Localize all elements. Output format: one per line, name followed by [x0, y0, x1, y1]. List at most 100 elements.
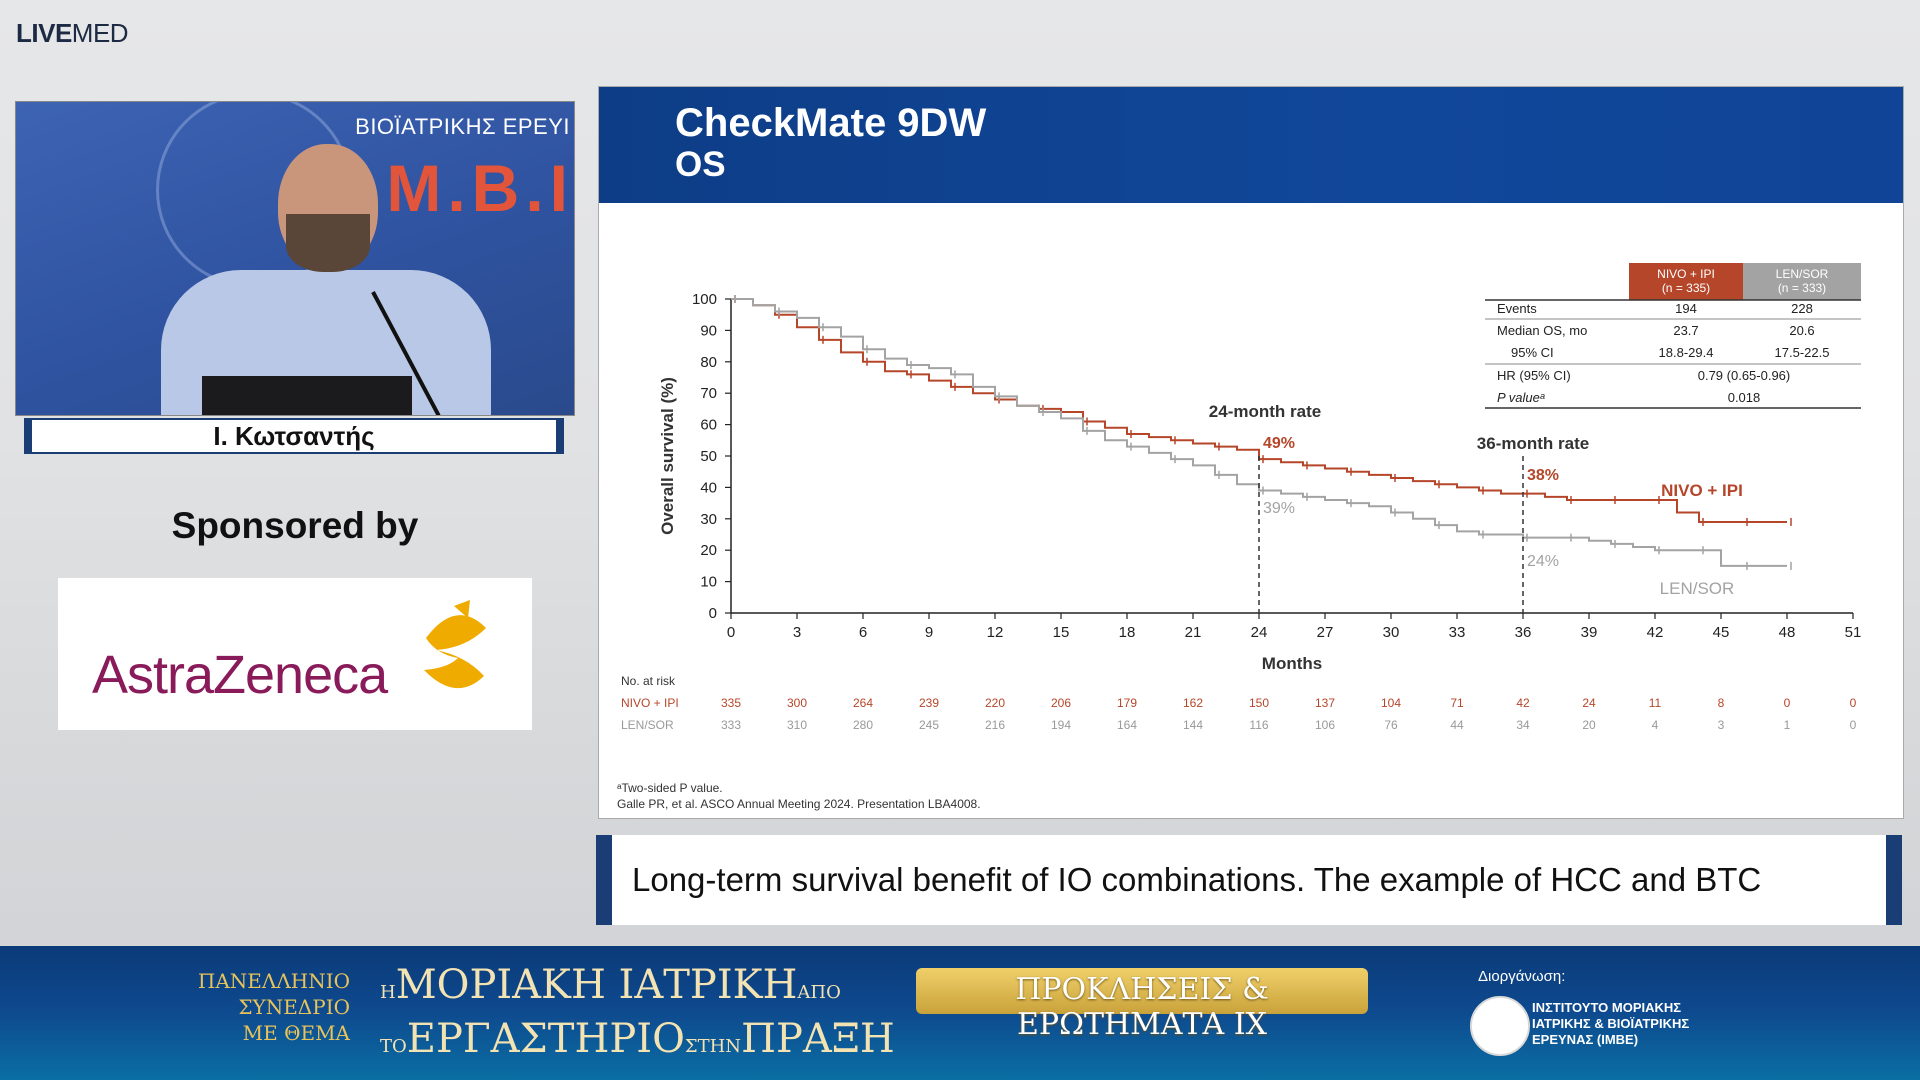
- rate-label: 24-month rate: [1209, 402, 1321, 421]
- y-tick-label: 60: [700, 417, 717, 434]
- footer-badge: ΠΡΟΚΛΗΣΕΙΣ & ΕΡΩΤΗΜΑΤΑ IX: [916, 968, 1368, 1042]
- rate-label: 36-month rate: [1477, 434, 1589, 453]
- footnote-citation: Galle PR, et al. ASCO Annual Meeting 202…: [617, 797, 981, 811]
- risk-value: 8: [1718, 696, 1725, 710]
- row-ci-label: 95% CI: [1511, 345, 1554, 360]
- risk-value: 216: [985, 718, 1005, 732]
- risk-value: 76: [1384, 718, 1398, 732]
- risk-value: 137: [1315, 696, 1335, 710]
- slide-subtitle: OS: [675, 145, 726, 184]
- sponsor-name: AstraZeneca: [92, 645, 388, 705]
- astrazeneca-mark-icon: [424, 600, 486, 689]
- livemed-logo: LIVEMED: [16, 18, 129, 48]
- table-header-len-l1: LEN/SOR: [1776, 267, 1829, 281]
- risk-value: 144: [1183, 718, 1203, 732]
- risk-value: 220: [985, 696, 1005, 710]
- risk-value: 164: [1117, 718, 1137, 732]
- x-tick-label: 3: [793, 624, 801, 641]
- y-axis-label: Overall survival (%): [658, 377, 677, 535]
- row-ci-b: 17.5-22.5: [1775, 345, 1830, 360]
- slide-header: CheckMate 9DW OS: [599, 87, 1903, 203]
- speaker-name-bar: Ι. Κωτσαντής: [24, 418, 564, 454]
- row-median-b: 20.6: [1789, 323, 1814, 338]
- row-p-value: 0.018: [1728, 390, 1761, 405]
- footer-congress-label: ΠΑΝΕΛΛΗΝΙΟ ΣΥΝΕΔΡΙΟ ΜΕ ΘΕΜΑ: [197, 969, 350, 1045]
- rate-len: 24%: [1527, 553, 1559, 570]
- caption-bar: Long-term survival benefit of IO combina…: [596, 835, 1902, 925]
- footer-title-line2: ΤΟΕΡΓΑΣΤΗΡΙΟΣΤΗΝΠΡΑΞΗ: [380, 1016, 895, 1062]
- risk-value: 44: [1450, 718, 1464, 732]
- speaker-beard: [286, 214, 370, 272]
- x-axis-label: Months: [1262, 654, 1322, 673]
- row-hr-label: HR (95% CI): [1497, 368, 1571, 383]
- caption-text: Long-term survival benefit of IO combina…: [632, 861, 1762, 898]
- risk-value: 0: [1784, 696, 1791, 710]
- risk-value: 333: [721, 718, 741, 732]
- speaker-video: ΒΙΟΪΑΤΡΙΚΗΣ ΕΡΕΥΙ I.M.B.I: [15, 101, 575, 416]
- risk-value: 264: [853, 696, 873, 710]
- x-tick-label: 12: [987, 624, 1004, 641]
- x-tick-label: 30: [1383, 624, 1400, 641]
- x-tick-label: 42: [1647, 624, 1664, 641]
- laptop: [202, 376, 412, 415]
- nivo-ipi-curve: [731, 298, 1787, 523]
- sponsored-label: Sponsored by: [171, 505, 419, 546]
- row-events-a: 194: [1675, 301, 1697, 316]
- y-tick-label: 0: [709, 605, 717, 622]
- risk-value: 206: [1051, 696, 1071, 710]
- table-header-len-l2: (n = 333): [1778, 281, 1826, 295]
- y-tick-label: 10: [700, 574, 717, 591]
- x-tick-label: 51: [1845, 624, 1862, 641]
- table-header-nivo-bg: [1629, 263, 1743, 300]
- risk-value: 3: [1718, 718, 1725, 732]
- rate-nivo: 38%: [1527, 467, 1559, 484]
- risk-value: 300: [787, 696, 807, 710]
- x-tick-label: 24: [1251, 624, 1268, 641]
- y-tick-label: 100: [692, 291, 717, 308]
- risk-title: No. at risk: [621, 674, 676, 688]
- backdrop-text: ΒΙΟΪΑΤΡΙΚΗΣ ΕΡΕΥΙ: [355, 114, 570, 139]
- x-tick-label: 27: [1317, 624, 1334, 641]
- row-events-b: 228: [1791, 301, 1813, 316]
- x-tick-label: 6: [859, 624, 867, 641]
- x-tick-label: 36: [1515, 624, 1532, 641]
- slide-title: CheckMate 9DW: [675, 101, 987, 145]
- row-ci-a: 18.8-29.4: [1659, 345, 1714, 360]
- km-chart: NIVO + IPI (n = 335) LEN/SOR (n = 333) E…: [617, 263, 1861, 811]
- series-label-nivo: NIVO + IPI: [1661, 481, 1743, 500]
- rate-nivo: 49%: [1263, 435, 1295, 452]
- risk-value: 0: [1850, 718, 1857, 732]
- len-sor-curve: [731, 298, 1787, 567]
- risk-value: 116: [1249, 718, 1268, 732]
- risk-value: 245: [919, 718, 939, 732]
- x-tick-label: 39: [1581, 624, 1598, 641]
- organizer-name: ΙΝΣΤΙΤΟΥΤΟ ΜΟΡΙΑΚΗΣ ΙΑΤΡΙΚΗΣ & ΒΙΟΪΑΤΡΙΚ…: [1532, 1000, 1690, 1047]
- y-tick-label: 90: [700, 322, 717, 339]
- conference-footer: ΠΑΝΕΛΛΗΝΙΟ ΣΥΝΕΔΡΙΟ ΜΕ ΘΕΜΑ ΗΜΟΡΙΑΚΗ ΙΑΤ…: [0, 946, 1920, 1080]
- risk-value: 11: [1649, 696, 1662, 710]
- series-label-len: LEN/SOR: [1660, 579, 1735, 598]
- risk-value: 194: [1051, 718, 1071, 732]
- x-tick-label: 0: [727, 624, 735, 641]
- risk-value: 280: [853, 718, 873, 732]
- table-header-len-bg: [1743, 263, 1861, 300]
- row-p-label: P valueᵃ: [1497, 390, 1545, 405]
- table-header-nivo-l1: NIVO + IPI: [1657, 267, 1715, 281]
- footer-title-line1: ΗΜΟΡΙΑΚΗ ΙΑΤΡΙΚΗΑΠΟ: [380, 962, 841, 1008]
- y-tick-label: 80: [700, 354, 717, 371]
- y-tick-label: 30: [700, 511, 717, 528]
- row-events-label: Events: [1497, 301, 1537, 316]
- risk-value: 71: [1450, 696, 1464, 710]
- footnote-pvalue: ᵃTwo-sided P value.: [617, 781, 723, 795]
- x-tick-label: 45: [1713, 624, 1730, 641]
- presentation-slide: CheckMate 9DW OS NIVO + IPI (n = 335) LE…: [598, 86, 1904, 819]
- risk-value: 106: [1315, 718, 1335, 732]
- risk-value: 4: [1652, 718, 1659, 732]
- risk-value: 335: [721, 696, 741, 710]
- organizer-logo-icon: [1470, 996, 1530, 1056]
- risk-row-label: NIVO + IPI: [621, 696, 679, 710]
- risk-value: 0: [1850, 696, 1857, 710]
- risk-row-label: LEN/SOR: [621, 718, 674, 732]
